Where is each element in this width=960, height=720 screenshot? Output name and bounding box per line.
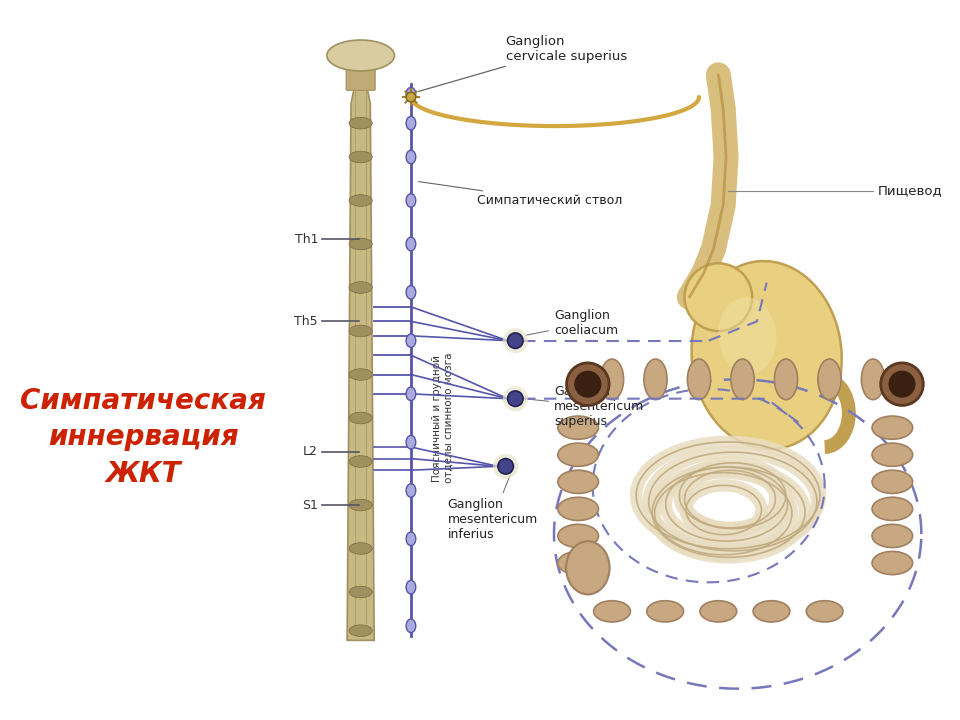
Polygon shape [348,84,374,640]
Ellipse shape [754,600,790,622]
Circle shape [498,459,514,474]
Ellipse shape [558,416,598,439]
Ellipse shape [406,237,416,251]
Ellipse shape [593,600,631,622]
Ellipse shape [872,443,913,467]
Ellipse shape [349,456,372,467]
Ellipse shape [406,387,416,400]
Ellipse shape [406,87,416,101]
Ellipse shape [349,499,372,510]
Ellipse shape [600,359,624,400]
Ellipse shape [326,40,395,71]
Ellipse shape [684,264,753,331]
Ellipse shape [349,194,372,207]
Ellipse shape [872,524,913,547]
Circle shape [880,363,924,405]
Ellipse shape [775,359,798,400]
Text: L2: L2 [303,446,318,459]
Text: Пищевод: Пищевод [877,184,943,197]
Ellipse shape [406,436,416,449]
Ellipse shape [406,484,416,498]
Circle shape [406,92,416,102]
Ellipse shape [349,325,372,337]
Ellipse shape [691,261,842,449]
Ellipse shape [349,282,372,293]
Ellipse shape [872,498,913,521]
Ellipse shape [718,297,777,374]
Ellipse shape [349,117,372,129]
Ellipse shape [558,552,598,575]
Circle shape [508,333,523,348]
Ellipse shape [349,151,372,163]
Ellipse shape [406,532,416,546]
Ellipse shape [806,600,843,622]
Ellipse shape [349,625,372,636]
Text: Ganglion
mesentericum
inferius: Ganglion mesentericum inferius [447,469,538,541]
Ellipse shape [872,470,913,493]
Ellipse shape [644,359,667,400]
Ellipse shape [349,543,372,554]
Ellipse shape [558,470,598,493]
Ellipse shape [406,580,416,594]
Ellipse shape [406,286,416,299]
Text: Ganglion
mesentericum
superius: Ganglion mesentericum superius [526,385,644,428]
Ellipse shape [558,443,598,467]
Text: Симпатическая
иннервация
ЖКТ: Симпатическая иннервация ЖКТ [20,387,266,488]
Circle shape [503,386,528,411]
Circle shape [493,454,518,479]
Ellipse shape [558,498,598,521]
Ellipse shape [558,524,598,547]
Ellipse shape [349,586,372,598]
FancyBboxPatch shape [347,67,375,90]
Ellipse shape [566,541,610,595]
Circle shape [508,391,523,406]
Ellipse shape [406,117,416,130]
Ellipse shape [861,359,884,400]
Text: Ganglion
coeliacum: Ganglion coeliacum [526,310,618,337]
Circle shape [574,371,601,397]
Ellipse shape [406,150,416,163]
Text: Симпатический ствол: Симпатический ствол [419,181,622,207]
Ellipse shape [700,600,736,622]
Circle shape [566,363,609,405]
Text: Ganglion
cervicale superius: Ganglion cervicale superius [419,35,627,91]
Ellipse shape [406,334,416,348]
Text: S1: S1 [302,498,318,511]
Ellipse shape [731,359,755,400]
Text: Th5: Th5 [295,315,318,328]
Ellipse shape [406,619,416,633]
Ellipse shape [687,359,710,400]
Ellipse shape [349,238,372,250]
Ellipse shape [818,359,841,400]
Text: Th1: Th1 [295,233,318,246]
Ellipse shape [349,369,372,380]
Text: Поясничный и грудной
отделы спинного мозга: Поясничный и грудной отделы спинного моз… [432,353,454,483]
Ellipse shape [647,600,684,622]
Ellipse shape [872,552,913,575]
Ellipse shape [406,194,416,207]
Circle shape [503,328,528,354]
Ellipse shape [872,416,913,439]
Circle shape [888,371,916,397]
Ellipse shape [349,413,372,424]
